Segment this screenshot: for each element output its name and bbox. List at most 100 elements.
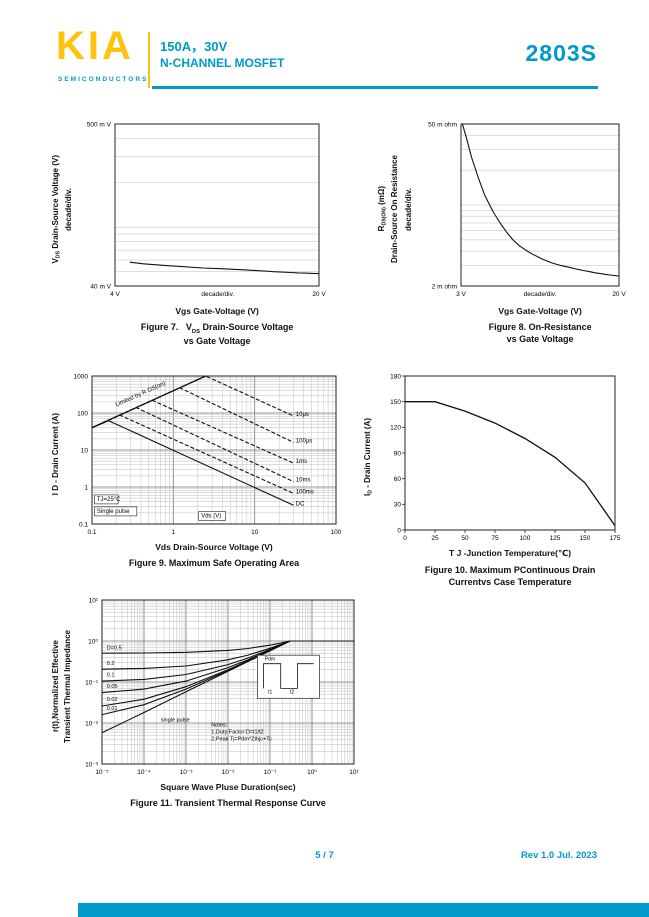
svg-text:50: 50 [461,535,469,542]
figure7-chart: 4 V decade/div. 20 V 500 m V 40 m V [87,121,327,298]
svg-text:100ms: 100ms [296,489,314,495]
part-rating: 150A，30V [160,39,228,54]
figure8-y-axis-subtitle: decade/div. [404,187,414,231]
svg-text:1000: 1000 [74,373,89,380]
svg-text:20 V: 20 V [312,291,326,298]
figure7-x-axis-title: Vgs Gate-Voltage (V) [175,306,259,316]
figure8-x-axis-title: Vgs Gate-Voltage (V) [498,306,582,316]
svg-text:90: 90 [394,450,402,457]
y-title-text: V [51,257,60,264]
figure7-y-axis-subtitle: decade/div. [64,187,74,231]
figure11-y-axis-title-line1: r(t),Normalized Effective [51,639,60,733]
svg-text:2.Peak Tj=Pdm*Zthjc+Tc: 2.Peak Tj=Pdm*Zthjc+Tc [211,737,272,743]
figure8-y-axis: RDS(ON) (mΩ) Drain-Source On Resistance … [376,114,415,304]
part-number: 2803S [525,40,597,66]
figure11-y-axis-title-line2: Transient Thermal Impedance [63,629,72,743]
figure10-chart: 0 25 50 75 100 125 150 175 0 30 60 90 120 150 180 [390,373,621,542]
figure11-y-axis: r(t),Normalized Effective Transient Ther… [50,592,74,780]
svg-text:decade/div.: decade/div. [524,291,557,298]
svg-text:Single pulse: Single pulse [97,509,130,515]
svg-text:150: 150 [390,399,401,406]
y-title-sub: D [367,490,374,494]
figure11: r(t),Normalized Effective Transient Ther… [50,592,362,810]
svg-text:10: 10 [251,529,259,536]
figure8-y-axis-title-line2: Drain-Source On Resistance [390,154,400,264]
svg-text:10⁻²: 10⁻² [85,720,99,727]
figure11-x-axis-title: Square Wave Pluse Duration(sec) [160,782,296,792]
svg-text:0: 0 [403,535,407,542]
svg-text:0.01: 0.01 [107,706,118,712]
svg-text:100μs: 100μs [296,438,312,444]
caption-text: V [185,322,192,332]
svg-text:25: 25 [431,535,439,542]
svg-text:Notes:: Notes: [211,723,227,729]
footer-bar [78,903,649,917]
svg-text:3 V: 3 V [456,291,466,298]
figure9: I D - Drain Current (A) 0.1 1 10 100 0.1 1 10 1… [50,368,344,570]
svg-text:10: 10 [81,447,89,454]
figure8: RDS(ON) (mΩ) Drain-Source On Resistance … [376,114,627,345]
svg-text:4 V: 4 V [110,291,120,298]
header-divider [148,32,150,88]
figure7-caption-line1: Figure 7. VDS Drain-Source Voltage [107,322,327,336]
svg-text:75: 75 [491,535,499,542]
svg-text:0.1: 0.1 [87,529,96,536]
svg-text:0.1: 0.1 [79,521,88,528]
y-title-text: R [377,225,386,232]
kia-logo: KIA [56,24,134,68]
figure7-caption-line2: vs Gate Voltage [183,336,251,347]
svg-text:10ms: 10ms [296,478,311,484]
figure8-caption-line1: Figure 8. On-Resistance [488,322,592,332]
svg-text:10⁻³: 10⁻³ [85,761,99,768]
y-title-sub: DS(ON) [381,207,388,226]
svg-text:10⁻²: 10⁻² [222,769,236,776]
svg-text:40 m V: 40 m V [91,283,112,290]
figure10-caption-line1: Figure 10. Maximum PContinuous Drain [424,565,596,575]
svg-text:10¹: 10¹ [89,597,99,604]
caption-sub: DS [191,328,200,335]
figure11-chart: 10⁻⁵ 10⁻⁴ 10⁻³ 10⁻² 10⁻¹ 10⁰ 10¹ 10¹ 10⁰ 10⁻¹ 10⁻²… [85,597,359,776]
y-title-sub: DS [55,250,62,258]
svg-text:50 m ohm: 50 m ohm [428,121,457,128]
svg-text:Limited by R DS(on): Limited by R DS(on) [115,381,167,408]
svg-text:TJ=25℃: TJ=25℃ [97,496,121,503]
svg-text:150: 150 [580,535,591,542]
revision-label: Rev 1.0 Jul. 2023 [520,850,597,861]
figure7-caption: Figure 7. VDS Drain-Source Voltage vs Ga… [75,322,327,348]
svg-text:125: 125 [550,535,561,542]
svg-text:1.Duty Factor:D=t1/t2: 1.Duty Factor:D=t1/t2 [211,730,263,736]
figure9-y-axis-title: I D - Drain Current (A) [51,412,60,496]
figure10-caption-line2: Currentvs Case Temperature [448,576,572,587]
figure8-caption: Figure 8. On-Resistance vs Gate Voltage [415,322,627,345]
figure10-y-axis: ID - Drain Current (A) [362,368,375,546]
figure9-caption: Figure 9. Maximum Safe Operating Area [128,558,300,568]
caption-text: Drain-Source Voltage [200,322,294,332]
svg-text:t2: t2 [290,690,294,696]
figure9-chart: 0.1 1 10 100 0.1 1 10 100 1000 Limited by R DS(on… [74,373,342,536]
svg-text:10⁰: 10⁰ [88,638,98,645]
svg-text:175: 175 [610,535,621,542]
header-rule [152,86,598,89]
y-title-text2: (mΩ) [377,186,386,208]
svg-text:Pdm: Pdm [265,657,275,663]
kia-logo-subtext: SEMICONDUCTORS [58,76,149,83]
part-type: N-CHANNEL MOSFET [160,56,285,70]
svg-text:10⁰: 10⁰ [307,769,317,776]
svg-text:decade/div.: decade/div. [202,291,235,298]
svg-text:120: 120 [390,425,401,432]
svg-text:180: 180 [390,373,401,380]
svg-text:0: 0 [397,527,401,534]
svg-text:0.1: 0.1 [107,673,115,679]
svg-text:single pulse: single pulse [161,717,190,723]
svg-text:0.05: 0.05 [107,684,118,690]
svg-text:Vds (V): Vds (V) [201,514,221,520]
figure10-caption: Figure 10. Maximum PContinuous Drain Cur… [375,565,627,588]
svg-text:500 m V: 500 m V [87,121,112,128]
figure7: VDS Drain-Source Voltage (V) decade/div.… [50,114,327,348]
figure8-caption-line2: vs Gate Voltage [506,333,574,344]
figure7-y-axis: VDS Drain-Source Voltage (V) decade/div. [50,114,75,304]
svg-text:10⁻³: 10⁻³ [180,769,194,776]
page-indicator: 5 / 7 [315,850,334,861]
svg-text:10μs: 10μs [296,412,309,418]
